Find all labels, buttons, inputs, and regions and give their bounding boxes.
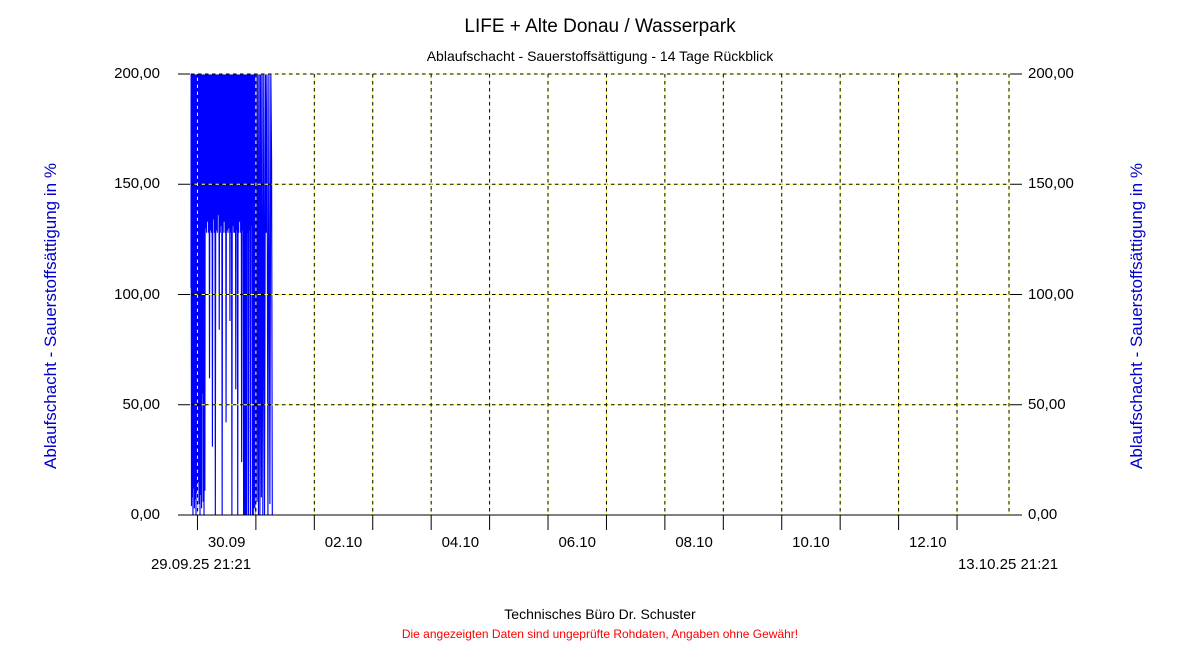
y-tick-label-right-200: 200,00	[1028, 65, 1074, 82]
x-tick-label-08.10: 08.10	[675, 534, 713, 551]
x-range-start-label: 29.09.25 21:21	[150, 556, 252, 573]
chart-title: LIFE + Alte Donau / Wasserpark	[464, 16, 736, 37]
x-range-end-label: 13.10.25 21:21	[957, 556, 1059, 573]
y-tick-label-right-50: 50,00	[1028, 395, 1066, 413]
y-tick-label-right-150: 150,00	[1028, 175, 1074, 193]
y-tick-label-left-50: 50,00	[122, 395, 160, 413]
y-tick-label-right-100: 100,00	[1028, 285, 1074, 303]
y-tick-label-right-0: 0,00	[1028, 506, 1058, 523]
x-tick-label-12.10: 12.10	[909, 534, 947, 551]
x-tick-label-06.10: 06.10	[558, 534, 596, 551]
y-tick-label-left-150: 150,00	[114, 175, 160, 193]
x-tick-label-30.09: 30.09	[207, 534, 246, 551]
footer-company: Technisches Büro Dr. Schuster	[504, 606, 696, 622]
x-tick-label-02.10: 02.10	[324, 534, 363, 551]
x-tick-label-04.10: 04.10	[441, 534, 480, 551]
footer-disclaimer: Die angezeigten Daten sind ungeprüfte Ro…	[401, 627, 799, 641]
chart-subtitle: Ablaufschacht - Sauerstoffsättigung - 14…	[426, 48, 774, 64]
y-tick-label-left-100: 100,00	[114, 285, 160, 303]
x-tick-label-10.10: 10.10	[792, 534, 830, 551]
y-tick-label-left-200: 200,00	[114, 65, 160, 82]
y-tick-label-left-0: 0,00	[130, 506, 160, 523]
